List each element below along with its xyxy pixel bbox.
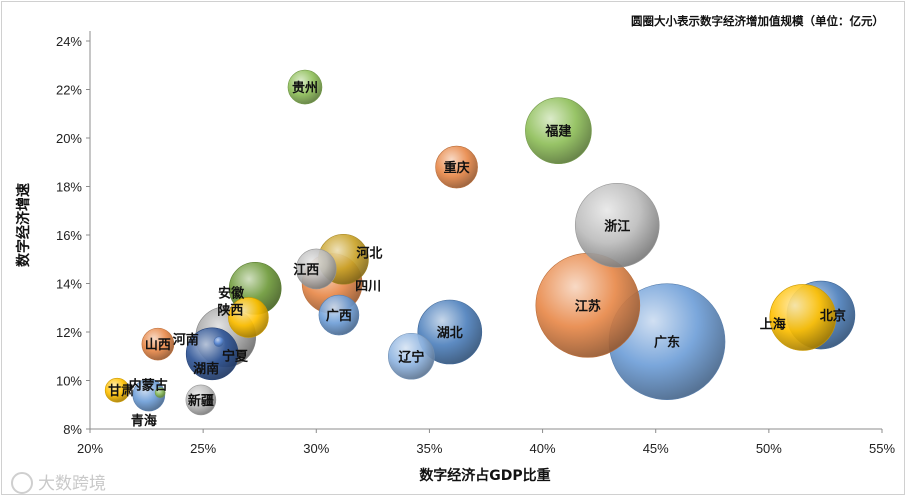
bubble-江西 bbox=[295, 248, 337, 290]
bubble-label: 甘肃 bbox=[108, 383, 134, 399]
bubble-福建 bbox=[525, 97, 592, 165]
bubble-label: 安徽 bbox=[218, 285, 245, 301]
bubble-内蒙古 bbox=[154, 387, 166, 398]
bubble-新疆 bbox=[185, 384, 217, 416]
x-tick-label: 35% bbox=[416, 441, 442, 456]
bubble-label: 浙江 bbox=[604, 218, 630, 234]
bubble-label: 江西 bbox=[293, 262, 319, 278]
bubble-贵州 bbox=[287, 69, 323, 105]
bubble-label: 四川 bbox=[355, 280, 381, 295]
y-axis-title: 数字经济增速 bbox=[15, 183, 32, 267]
bubble-label: 江苏 bbox=[575, 298, 601, 314]
y-tick-label: 10% bbox=[56, 374, 82, 389]
y-tick-label: 14% bbox=[56, 277, 82, 292]
watermark-logo-icon bbox=[11, 472, 33, 494]
bubble-label: 新疆 bbox=[188, 393, 214, 409]
x-axis-title: 数字经济占GDP比重 bbox=[419, 467, 550, 484]
bubble-甘肃 bbox=[104, 377, 130, 403]
watermark-text: 大数跨境 bbox=[38, 474, 106, 494]
y-tick-label: 18% bbox=[56, 180, 82, 195]
bubble-label: 重庆 bbox=[444, 160, 470, 176]
bubble-湖北 bbox=[417, 299, 483, 365]
bubble-山西 bbox=[141, 327, 175, 361]
y-tick-label: 16% bbox=[56, 228, 82, 243]
bubble-label: 辽宁 bbox=[398, 349, 424, 365]
bubble-label: 陕西 bbox=[217, 302, 243, 318]
bubble-label: 广西 bbox=[326, 308, 352, 324]
bubble-宁夏 bbox=[213, 336, 225, 348]
y-tick-label: 24% bbox=[56, 34, 82, 49]
chart-axes: 20% 25% 30% 35% 40% 45% 50% 55% 8% 10% 12% 14% 16% 18… bbox=[56, 31, 895, 456]
bubble-广西 bbox=[318, 294, 360, 336]
x-tick-label: 20% bbox=[77, 441, 103, 456]
x-tick-label: 50% bbox=[756, 441, 782, 456]
x-tick-label: 40% bbox=[530, 441, 556, 456]
bubble-label: 河北 bbox=[356, 245, 382, 261]
bubble-label: 河南 bbox=[173, 332, 199, 348]
bubble-label: 广东 bbox=[654, 335, 680, 351]
bubble-label: 福建 bbox=[544, 124, 571, 140]
bubble-辽宁 bbox=[388, 332, 435, 380]
bubble-浙江 bbox=[574, 183, 660, 268]
size-annotation: 圆圈大小表示数字经济增加值规模（单位：亿元） bbox=[631, 14, 884, 28]
bubble-label: 湖北 bbox=[437, 326, 463, 341]
y-tick-label: 12% bbox=[56, 325, 82, 340]
bubble-label: 青海 bbox=[131, 413, 157, 429]
x-tick-label: 45% bbox=[643, 441, 669, 456]
y-tick-label: 8% bbox=[63, 422, 82, 437]
x-tick-label: 55% bbox=[869, 441, 895, 456]
bubble-上海 bbox=[769, 284, 837, 351]
x-tick-label: 30% bbox=[303, 441, 329, 456]
bubble-label: 上海 bbox=[760, 316, 786, 332]
watermark: 大数跨境 bbox=[11, 472, 106, 494]
bubble-label: 山西 bbox=[145, 337, 171, 353]
bubble-湖南 bbox=[185, 327, 239, 381]
bubble-layer bbox=[104, 69, 856, 416]
bubble-label: 宁夏 bbox=[222, 349, 249, 365]
x-tick-label: 25% bbox=[190, 441, 216, 456]
y-tick-label: 22% bbox=[56, 83, 82, 98]
bubble-label: 贵州 bbox=[292, 80, 318, 96]
bubble-陕西 bbox=[228, 297, 269, 338]
bubble-label: 内蒙古 bbox=[129, 378, 168, 394]
bubble-重庆 bbox=[435, 145, 478, 189]
y-tick-label: 20% bbox=[56, 131, 82, 146]
bubble-label: 北京 bbox=[820, 308, 846, 324]
bubble-label: 湖南 bbox=[193, 361, 219, 377]
